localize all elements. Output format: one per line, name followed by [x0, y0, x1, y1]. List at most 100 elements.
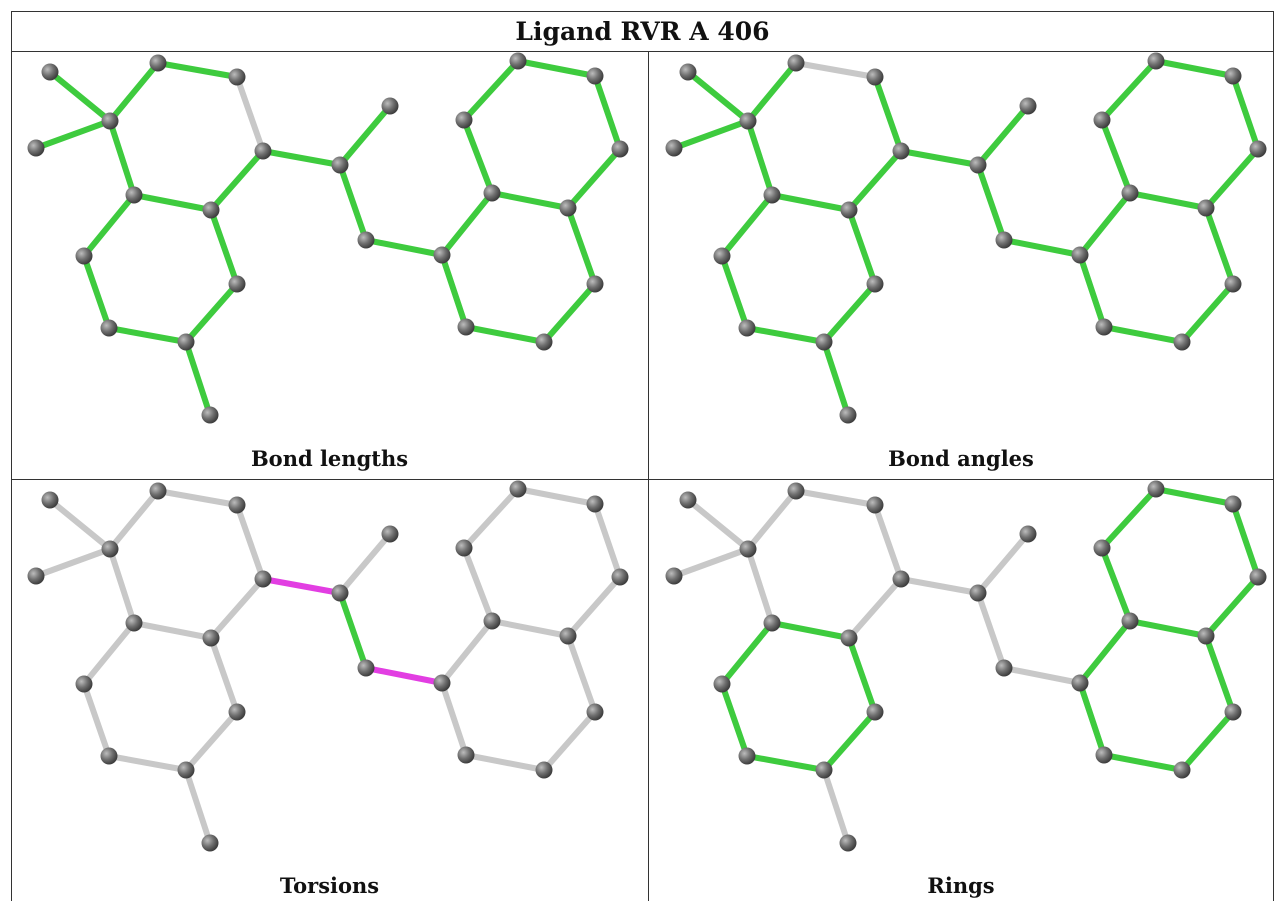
bond-6-7 — [975, 103, 1031, 168]
atom-5 — [254, 570, 272, 588]
bond-18-22 — [565, 146, 623, 211]
atom-11 — [202, 629, 220, 647]
bond-5-11 — [846, 576, 904, 641]
atom-6 — [969, 584, 987, 602]
atom-19 — [455, 539, 473, 557]
bond-10-12 — [81, 620, 137, 687]
bond-6-8 — [975, 162, 1007, 243]
atom-8 — [357, 659, 375, 677]
bond-24-25 — [1101, 324, 1185, 345]
bond-5-11 — [208, 148, 266, 213]
atom-14 — [738, 319, 756, 337]
atom-18 — [559, 627, 577, 645]
bond-5-11 — [846, 148, 904, 213]
atom-0 — [679, 63, 697, 81]
bond-1-2 — [671, 546, 751, 579]
atom-1 — [27, 567, 45, 585]
atom-22 — [1249, 568, 1267, 586]
atom-1 — [27, 139, 45, 157]
atom-4 — [866, 496, 884, 514]
bond-17-19 — [1099, 117, 1133, 196]
atom-24 — [1095, 318, 1113, 336]
bond-19-20 — [461, 486, 521, 551]
atom-12 — [713, 675, 731, 693]
bond-2-3 — [107, 488, 161, 552]
atom-9 — [1071, 674, 1089, 692]
bond-6-7 — [337, 531, 393, 596]
atom-13 — [228, 275, 246, 293]
bond-5-6 — [260, 576, 343, 596]
bond-3-4 — [793, 488, 878, 508]
atom-13 — [866, 275, 884, 293]
bond-18-22 — [1203, 574, 1261, 639]
atom-17 — [483, 612, 501, 630]
bond-14-15 — [106, 325, 189, 345]
bond-17-18 — [1127, 618, 1209, 639]
bond-23-25 — [541, 281, 598, 345]
atom-25 — [535, 761, 553, 779]
atom-2 — [101, 112, 119, 130]
atom-13 — [866, 703, 884, 721]
bond-lengths-label: Bond lengths — [250, 446, 409, 471]
atom-1 — [665, 139, 683, 157]
bond-21-22 — [1230, 501, 1261, 580]
bond-6-7 — [337, 103, 393, 168]
atom-2 — [739, 540, 757, 558]
bond-6-7 — [975, 531, 1031, 596]
atom-12 — [75, 247, 93, 265]
rings-panel — [665, 480, 1267, 852]
atom-18 — [559, 199, 577, 217]
bond-21-22 — [592, 73, 623, 152]
bond-17-18 — [489, 618, 571, 639]
bond-19-20 — [461, 58, 521, 123]
bond-18-23 — [1203, 633, 1236, 715]
bond-9-24 — [1077, 252, 1107, 330]
atom-25 — [1173, 761, 1191, 779]
bond-1-2 — [33, 546, 113, 579]
frame-left-line — [11, 11, 12, 901]
atom-3 — [149, 54, 167, 72]
atom-15 — [815, 761, 833, 779]
bond-11-13 — [846, 207, 878, 287]
atom-16 — [839, 834, 857, 852]
bond-8-9 — [1001, 237, 1083, 258]
rings-label: Rings — [927, 873, 995, 898]
bond-12-14 — [81, 253, 112, 331]
atom-0 — [41, 491, 59, 509]
atom-23 — [1224, 703, 1242, 721]
bond-5-6 — [898, 148, 981, 168]
atom-16 — [839, 406, 857, 424]
atom-9 — [433, 246, 451, 264]
bond-13-15 — [821, 709, 878, 773]
bond-2-3 — [745, 488, 799, 552]
bond-6-8 — [337, 162, 369, 243]
atom-4 — [228, 68, 246, 86]
bond-23-25 — [1179, 709, 1236, 773]
bond-0-2 — [47, 497, 113, 552]
atom-10 — [763, 614, 781, 632]
bond-18-23 — [565, 633, 598, 715]
bond-9-24 — [439, 680, 469, 758]
atom-6 — [969, 156, 987, 174]
atom-22 — [1249, 140, 1267, 158]
bond-19-20 — [1099, 58, 1159, 123]
atom-4 — [866, 68, 884, 86]
atom-7 — [381, 97, 399, 115]
bond-10-12 — [719, 192, 775, 259]
torsions-panel — [27, 480, 629, 852]
atom-21 — [586, 495, 604, 513]
bond-0-2 — [47, 69, 113, 124]
bond-23-25 — [541, 709, 598, 773]
bond-17-19 — [461, 545, 495, 624]
bond-2-3 — [107, 60, 161, 124]
bond-14-15 — [106, 753, 189, 773]
atom-11 — [840, 201, 858, 219]
bond-10-12 — [81, 192, 137, 259]
atom-19 — [1093, 111, 1111, 129]
atom-11 — [840, 629, 858, 647]
bond-24-25 — [463, 324, 547, 345]
bond-11-13 — [208, 207, 240, 287]
bond-3-4 — [155, 488, 240, 508]
atom-21 — [1224, 67, 1242, 85]
bond-21-22 — [592, 501, 623, 580]
